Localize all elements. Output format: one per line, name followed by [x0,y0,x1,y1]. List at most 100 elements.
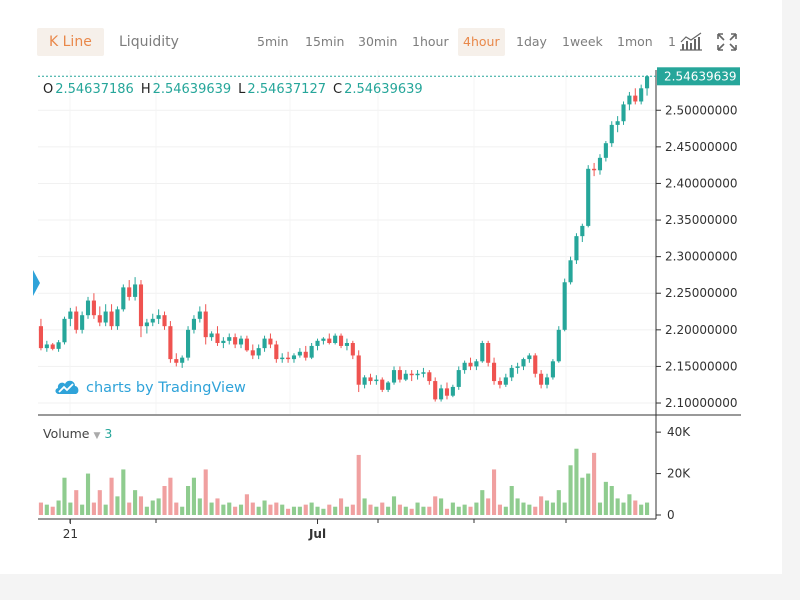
candle-body [574,236,579,261]
volume-dropdown-icon[interactable]: ▼ [93,431,101,441]
candle-body [162,315,167,327]
interval-5min[interactable]: 5min [257,34,289,49]
volume-bar [509,486,514,515]
volume-bar [456,506,461,515]
candle-body [115,309,120,327]
volume-bar [415,502,420,515]
candle-body [62,318,67,343]
candle-body [415,373,420,376]
volume-bar [615,498,620,515]
candle-body [303,351,308,358]
candle-body [397,370,402,380]
volume-bar [562,502,567,515]
volume-bar [486,498,491,515]
volume-bar [197,498,202,515]
volume-bar [350,504,355,515]
tab-k-line[interactable]: K Line [37,28,104,56]
candle-body [221,340,226,344]
volume-bar [621,502,626,515]
volume-bar [297,506,302,515]
candlestick-chart[interactable]: 2.10000000 2.15000000 2.20000000 2.25000000… [0,0,782,574]
interval-1[interactable]: 1 [668,34,676,49]
candle-body [333,335,338,344]
interval-15min[interactable]: 15min [305,34,345,49]
volume-bar [391,496,397,515]
chart-panel: K Line Liquidity 5min 15min 30min 1hour … [0,0,782,574]
volume-bar [597,502,603,515]
time-tick-label: Jul [308,527,326,541]
volume-bar [174,502,179,515]
interval-1hour[interactable]: 1hour [412,34,449,49]
interval-1mon[interactable]: 1mon [617,34,653,49]
candle-body [533,355,538,374]
volume-bar [286,508,291,515]
candle-body [621,104,626,122]
volume-bar [303,504,308,515]
volume-bar [433,496,438,515]
volume-bar [468,506,473,515]
ohlc-readout: O 2.54637186 H 2.54639639 L 2.54637127 C 2.5463… [43,82,430,97]
volume-bar [133,490,138,515]
candle-body [391,370,397,383]
volume-bar [327,504,332,515]
candle-body [427,372,432,382]
volume-bar [138,496,144,515]
candle-body [138,284,144,327]
volume-bar [503,506,508,515]
volume-bar [274,502,279,515]
candle-body [633,95,638,102]
interval-1day[interactable]: 1day [516,34,547,49]
volume-bar [444,508,450,515]
candle-body [597,157,603,171]
interval-30min[interactable]: 30min [358,34,398,49]
tradingview-watermark[interactable]: charts by TradingView [54,378,246,396]
candle-body [133,284,138,297]
volume-bar [80,504,85,515]
candle-body [50,344,55,349]
candle-body [586,168,591,226]
price-tick-label: 2.30000000 [665,250,738,264]
candle-body [609,124,614,144]
indicator-chart-icon[interactable] [679,32,703,56]
candle-body [144,322,149,327]
volume-bar [533,506,538,515]
volume-bar [556,490,561,515]
candle-body [468,362,473,367]
candle-body [174,359,179,363]
volume-tick-label: 20K [667,467,691,481]
volume-bar [244,494,249,515]
volume-bar [50,506,55,515]
close-value: 2.54639639 [344,82,423,97]
volume-bar [480,490,485,515]
candle-body [286,357,291,360]
candle-body [433,381,438,400]
close-label: C [333,82,343,97]
volume-bar [539,496,544,515]
volume-bar [368,504,373,515]
candle-body [644,76,650,89]
candle-body [268,338,273,345]
volume-tick-label: 0 [667,508,675,522]
candle-body [627,95,632,105]
volume-bar [215,498,220,515]
candle-body [191,318,197,330]
candle-body [80,315,85,330]
interval-4hour[interactable]: 4hour [458,28,505,56]
candle-body [462,362,467,371]
volume-bar [62,477,67,515]
volume-bar [474,502,479,515]
side-marker-icon[interactable] [33,270,40,300]
volume-bar [397,504,402,515]
volume-bar [609,486,614,515]
volume-bar [491,469,497,515]
price-tick-label: 2.45000000 [665,140,738,154]
volume-bar [56,500,61,515]
price-tick-label: 2.50000000 [665,103,738,117]
candle-body [344,343,350,346]
fullscreen-icon[interactable] [716,32,738,56]
tab-liquidity[interactable]: Liquidity [119,34,179,50]
low-value: 2.54637127 [247,82,326,97]
candle-body [568,260,573,283]
volume-bar [115,496,120,515]
interval-1week[interactable]: 1week [562,34,603,49]
